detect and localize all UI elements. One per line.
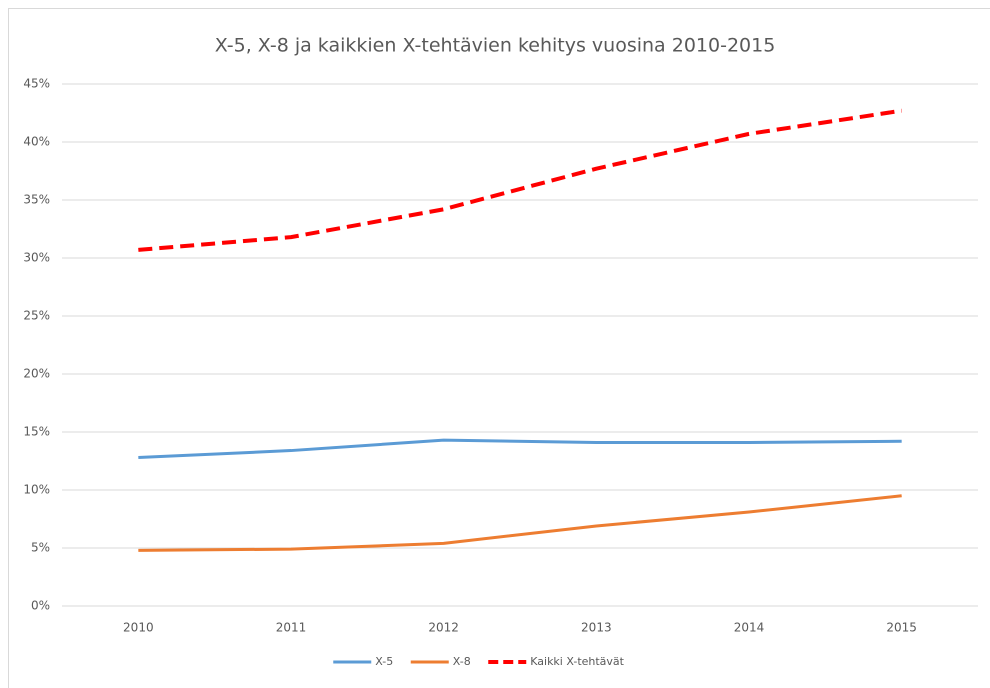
y-tick-label: 35%	[23, 193, 50, 207]
legend-label: Kaikki X-tehtävät	[530, 655, 624, 668]
y-tick-label: 10%	[23, 483, 50, 497]
chart-title: X-5, X-8 ja kaikkien X-tehtävien kehitys…	[215, 35, 776, 57]
x-tick-label: 2014	[734, 621, 765, 635]
y-tick-label: 5%	[31, 541, 50, 555]
legend-label: X-8	[453, 655, 471, 668]
y-tick-label: 0%	[31, 599, 50, 613]
x-tick-label: 2013	[581, 621, 612, 635]
x-tick-label: 2010	[123, 621, 154, 635]
x-tick-label: 2012	[428, 621, 459, 635]
chart-frame	[8, 8, 990, 688]
y-tick-label: 20%	[23, 367, 50, 381]
series-line	[138, 438, 902, 460]
y-tick-label: 25%	[23, 309, 50, 323]
series-line	[138, 494, 902, 552]
y-tick-label: 45%	[23, 77, 50, 91]
x-tick-label: 2011	[276, 621, 307, 635]
y-tick-label: 15%	[23, 425, 50, 439]
y-tick-label: 30%	[23, 251, 50, 265]
legend-label: X-5	[375, 655, 393, 668]
y-tick-label: 40%	[23, 135, 50, 149]
x-tick-label: 2015	[886, 621, 917, 635]
series-line	[138, 108, 902, 252]
